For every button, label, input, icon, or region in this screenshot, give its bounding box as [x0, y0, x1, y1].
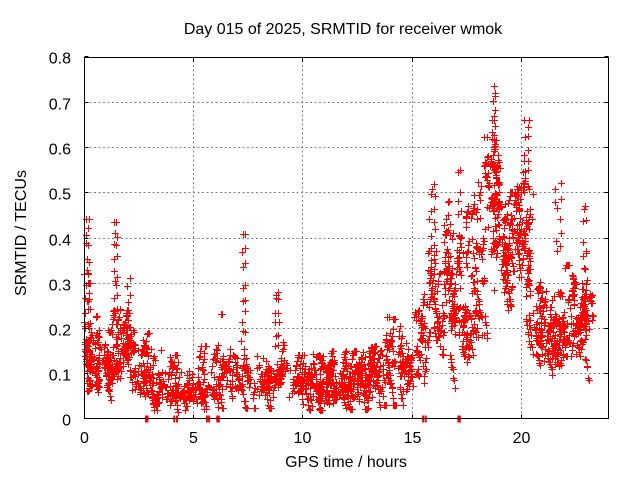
svg-text:0.1: 0.1	[49, 368, 71, 385]
svg-text:0.6: 0.6	[49, 142, 71, 159]
svg-text:20: 20	[513, 430, 531, 447]
svg-text:0: 0	[80, 430, 89, 447]
svg-text:0.8: 0.8	[49, 51, 71, 68]
svg-text:Day 015 of 2025, SRMTID for re: Day 015 of 2025, SRMTID for receiver wmo…	[184, 21, 503, 38]
svg-text:0.4: 0.4	[49, 233, 71, 250]
svg-text:5: 5	[189, 430, 198, 447]
svg-text:0.5: 0.5	[49, 187, 71, 204]
svg-text:0.3: 0.3	[49, 278, 71, 295]
svg-text:SRMTID / TECUs: SRMTID / TECUs	[13, 170, 30, 296]
svg-text:10: 10	[294, 430, 312, 447]
svg-text:15: 15	[404, 430, 422, 447]
svg-text:0.2: 0.2	[49, 323, 71, 340]
svg-text:0.7: 0.7	[49, 97, 71, 114]
svg-text:0: 0	[62, 413, 71, 430]
svg-text:GPS time / hours: GPS time / hours	[285, 454, 407, 471]
